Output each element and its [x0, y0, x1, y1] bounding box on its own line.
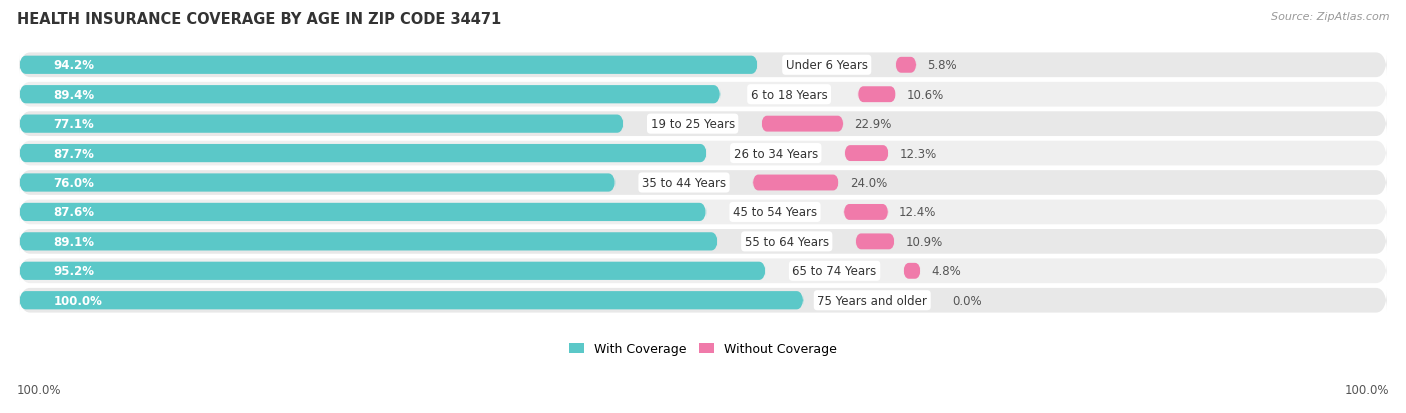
Text: 0.0%: 0.0% — [952, 294, 981, 307]
Text: 87.6%: 87.6% — [53, 206, 94, 219]
Text: 26 to 34 Years: 26 to 34 Years — [734, 147, 818, 160]
FancyBboxPatch shape — [20, 83, 1386, 107]
Text: 6 to 18 Years: 6 to 18 Years — [751, 88, 828, 102]
Text: 10.6%: 10.6% — [907, 88, 943, 102]
Text: 100.0%: 100.0% — [17, 384, 62, 396]
Text: 45 to 54 Years: 45 to 54 Years — [733, 206, 817, 219]
FancyBboxPatch shape — [856, 234, 894, 250]
Text: 94.2%: 94.2% — [53, 59, 94, 72]
FancyBboxPatch shape — [20, 292, 803, 310]
Text: 87.7%: 87.7% — [53, 147, 94, 160]
FancyBboxPatch shape — [845, 146, 889, 161]
FancyBboxPatch shape — [20, 115, 624, 133]
FancyBboxPatch shape — [20, 203, 706, 221]
Text: 12.4%: 12.4% — [900, 206, 936, 219]
Text: 4.8%: 4.8% — [932, 265, 962, 278]
FancyBboxPatch shape — [20, 174, 616, 192]
Text: 22.9%: 22.9% — [855, 118, 891, 131]
Text: 12.3%: 12.3% — [900, 147, 936, 160]
Text: 24.0%: 24.0% — [849, 177, 887, 190]
FancyBboxPatch shape — [20, 259, 1386, 283]
Text: 5.8%: 5.8% — [928, 59, 957, 72]
Text: 95.2%: 95.2% — [53, 265, 94, 278]
Text: 10.9%: 10.9% — [905, 235, 943, 248]
Text: HEALTH INSURANCE COVERAGE BY AGE IN ZIP CODE 34471: HEALTH INSURANCE COVERAGE BY AGE IN ZIP … — [17, 12, 501, 27]
Text: 89.1%: 89.1% — [53, 235, 94, 248]
Text: 100.0%: 100.0% — [1344, 384, 1389, 396]
FancyBboxPatch shape — [20, 112, 1386, 137]
FancyBboxPatch shape — [858, 87, 896, 103]
FancyBboxPatch shape — [20, 141, 1386, 166]
Text: 77.1%: 77.1% — [53, 118, 94, 131]
FancyBboxPatch shape — [20, 230, 1386, 254]
FancyBboxPatch shape — [904, 263, 921, 279]
FancyBboxPatch shape — [896, 58, 917, 74]
Text: 65 to 74 Years: 65 to 74 Years — [793, 265, 877, 278]
FancyBboxPatch shape — [20, 233, 718, 251]
FancyBboxPatch shape — [752, 175, 838, 191]
Text: 55 to 64 Years: 55 to 64 Years — [745, 235, 828, 248]
Text: 19 to 25 Years: 19 to 25 Years — [651, 118, 735, 131]
FancyBboxPatch shape — [762, 116, 844, 132]
FancyBboxPatch shape — [20, 86, 720, 104]
Legend: With Coverage, Without Coverage: With Coverage, Without Coverage — [564, 337, 842, 361]
FancyBboxPatch shape — [20, 200, 1386, 225]
Text: Source: ZipAtlas.com: Source: ZipAtlas.com — [1271, 12, 1389, 22]
Text: Under 6 Years: Under 6 Years — [786, 59, 868, 72]
FancyBboxPatch shape — [20, 171, 1386, 195]
Text: 89.4%: 89.4% — [53, 88, 94, 102]
Text: 75 Years and older: 75 Years and older — [817, 294, 927, 307]
FancyBboxPatch shape — [20, 262, 766, 280]
FancyBboxPatch shape — [844, 204, 889, 221]
FancyBboxPatch shape — [20, 145, 707, 163]
Text: 100.0%: 100.0% — [53, 294, 103, 307]
Text: 35 to 44 Years: 35 to 44 Years — [643, 177, 725, 190]
FancyBboxPatch shape — [20, 57, 758, 75]
FancyBboxPatch shape — [20, 288, 1386, 313]
FancyBboxPatch shape — [20, 53, 1386, 78]
Text: 76.0%: 76.0% — [53, 177, 94, 190]
